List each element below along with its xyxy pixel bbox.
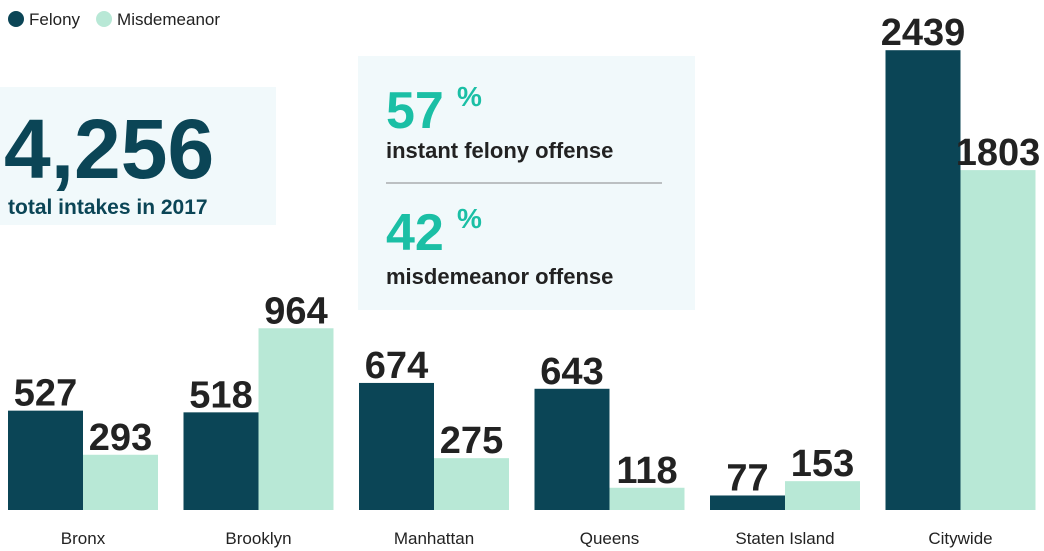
bar (534, 388, 610, 510)
x-tick-label: Bronx (61, 529, 106, 548)
legend-label: Felony (29, 10, 81, 29)
callout-text: misdemeanor offense (386, 264, 613, 289)
legend-marker (8, 11, 24, 27)
x-tick-label: Citywide (928, 529, 992, 548)
bar (258, 328, 334, 510)
value-label: 518 (189, 374, 252, 416)
callout-unit: % (457, 203, 482, 234)
value-label: 293 (89, 417, 152, 459)
value-label: 118 (616, 450, 677, 492)
value-label: 1803 (956, 132, 1041, 174)
x-tick-label: Queens (580, 529, 640, 548)
value-label: 2439 (881, 12, 966, 54)
value-label: 77 (726, 457, 768, 499)
callout-number: 57 (386, 82, 444, 140)
callout-number: 4,256 (4, 102, 214, 196)
bar (785, 481, 860, 510)
value-label: 964 (264, 290, 327, 332)
legend-label: Misdemeanor (117, 10, 220, 29)
value-label: 275 (440, 420, 503, 462)
bar (885, 50, 961, 510)
value-label: 153 (791, 443, 854, 485)
x-tick-label: Brooklyn (225, 529, 291, 548)
bar (710, 495, 785, 510)
bar (609, 487, 685, 510)
x-tick-label: Manhattan (394, 529, 474, 548)
legend-marker (96, 11, 113, 27)
callout-box (0, 87, 276, 225)
bar (183, 412, 259, 510)
callout-unit: % (457, 81, 482, 112)
bar (8, 410, 83, 510)
callout-number: 42 (386, 204, 444, 262)
x-tick-label: Staten Island (735, 529, 834, 548)
bar (434, 458, 509, 510)
value-label: 643 (540, 351, 603, 393)
callout-text: total intakes in 2017 (8, 196, 208, 219)
value-label: 674 (365, 345, 428, 387)
callout-text: instant felony offense (386, 138, 613, 163)
bar (83, 454, 158, 510)
bar (359, 382, 434, 510)
value-label: 527 (14, 373, 77, 415)
bar (960, 170, 1036, 510)
